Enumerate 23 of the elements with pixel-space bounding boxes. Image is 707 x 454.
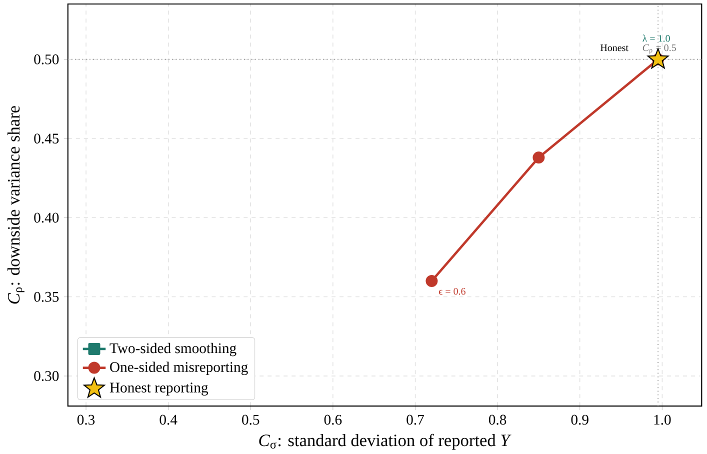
y-tick-label: 0.35	[34, 292, 59, 302]
y-axis-title: C$_{ρ}$: downside variance share	[7, 106, 24, 304]
x-tick-label: 0.4	[160, 414, 178, 425]
x-tick-label: 0.5	[242, 414, 260, 425]
annotation: ϵ = 0.6	[439, 288, 466, 295]
legend-label: Two-sided smoothing	[110, 342, 236, 356]
x-tick-label: 0.3	[77, 414, 95, 425]
annotation: Honest	[600, 44, 628, 52]
point	[426, 275, 438, 288]
x-axis-title: C$_{σ}$: standard deviation of reported Y	[259, 434, 512, 450]
y-tick-label: 0.50	[34, 54, 59, 64]
x-tick-label: 0.9	[571, 414, 588, 425]
x-tick-label: 0.6	[324, 414, 342, 425]
y-tick-label: 0.30	[34, 371, 59, 381]
legend-label: One-sided misreporting	[110, 362, 248, 376]
legend-label: Honest reporting	[110, 382, 208, 396]
annotation: λ = 1.0	[642, 34, 670, 42]
x-tick-label: 0.7	[406, 414, 424, 425]
y-tick-label: 0.45	[34, 134, 59, 144]
x-tick-label: 0.8	[488, 414, 506, 425]
point	[532, 152, 545, 164]
y-tick-label: 0.40	[34, 212, 59, 223]
x-tick-label: 1.0	[654, 414, 671, 425]
